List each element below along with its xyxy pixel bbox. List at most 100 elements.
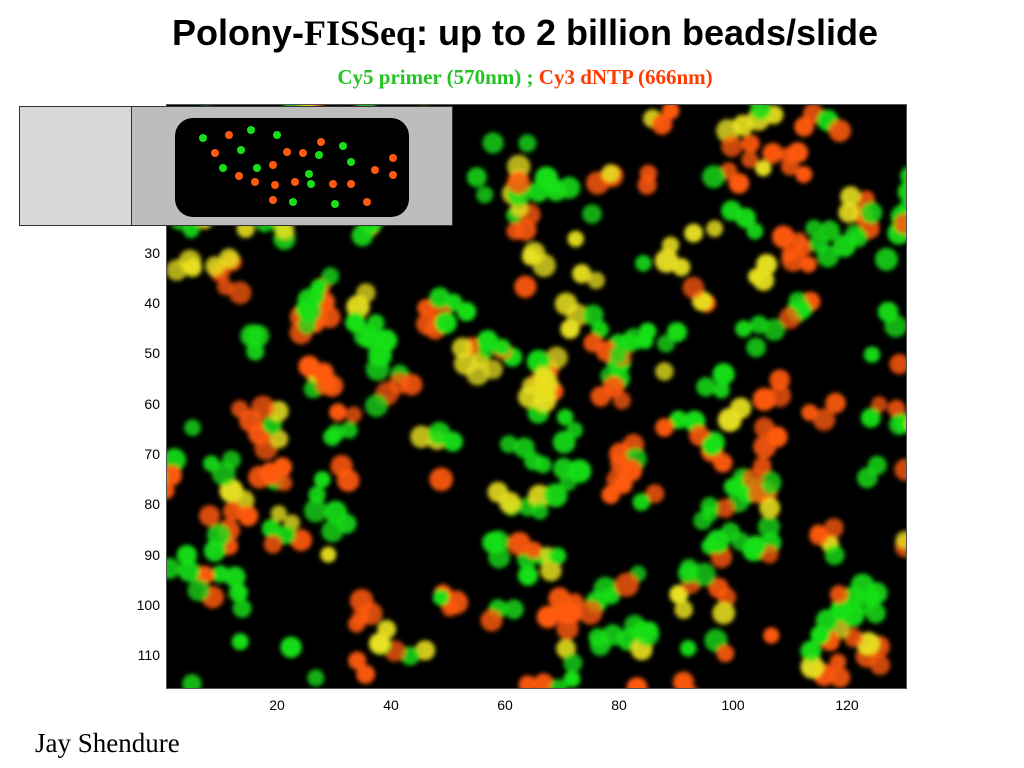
bead (723, 478, 742, 496)
bead (506, 171, 530, 194)
bead (682, 276, 705, 299)
bead (667, 322, 688, 343)
bead (746, 222, 764, 240)
bead (549, 679, 568, 689)
bead (779, 307, 801, 329)
bead (800, 655, 824, 679)
bead (825, 392, 846, 414)
bead (602, 587, 620, 605)
bead (654, 249, 679, 273)
bead (720, 522, 741, 542)
bead (263, 535, 283, 554)
bead (534, 371, 559, 396)
bead (587, 271, 605, 290)
y-tick: 100 (136, 597, 160, 613)
bead (466, 167, 487, 188)
bead (514, 275, 537, 298)
bead (415, 640, 436, 661)
bead (307, 669, 325, 687)
bead (591, 320, 609, 339)
bead (748, 485, 767, 504)
bead (752, 387, 776, 411)
bead (240, 324, 264, 348)
bead (805, 219, 823, 237)
bead (432, 589, 450, 606)
bead (482, 132, 504, 154)
chamber-bead (299, 149, 307, 157)
chamber-bead (389, 171, 397, 179)
bead (823, 518, 844, 538)
bead (308, 486, 326, 504)
bead (513, 437, 535, 459)
bead (769, 369, 790, 391)
bead (721, 135, 743, 157)
bead (614, 572, 639, 597)
bead (613, 391, 631, 410)
bead (840, 186, 861, 207)
bead (556, 638, 576, 659)
bead (848, 228, 868, 248)
bead (517, 565, 539, 586)
bead (228, 583, 248, 603)
subtitle-cy5: Cy5 primer (570nm) ; (337, 65, 534, 89)
bead (716, 644, 735, 663)
bead (187, 579, 210, 602)
bead (507, 531, 531, 556)
bead (645, 484, 665, 504)
bead (224, 566, 246, 588)
bead (356, 664, 376, 684)
chamber-bead (347, 180, 355, 188)
bead (166, 482, 175, 500)
bead (578, 600, 603, 625)
bead (231, 400, 249, 418)
bead (860, 201, 883, 224)
bead (672, 671, 695, 689)
bead (679, 558, 699, 578)
bead (482, 531, 504, 554)
bead (728, 173, 750, 194)
bead (632, 493, 651, 511)
bead (780, 146, 797, 164)
bead (451, 337, 473, 359)
slide-frosted-label-area (19, 106, 132, 226)
title-part-polony: Polony- (171, 12, 304, 53)
bead (206, 523, 231, 547)
bead (359, 327, 381, 349)
bead (276, 474, 293, 492)
bead (367, 314, 385, 332)
chamber-bead (235, 172, 243, 180)
bead (829, 585, 849, 604)
bead (860, 408, 881, 428)
bead (745, 535, 766, 557)
bead (809, 526, 829, 546)
author-credit: Jay Shendure (35, 728, 180, 758)
bead (348, 651, 367, 670)
bead (759, 497, 781, 519)
bead (735, 207, 756, 229)
x-tick: 20 (269, 697, 285, 713)
bead (477, 330, 499, 352)
chamber-bead (389, 154, 397, 162)
bead (869, 655, 891, 676)
chamber-bead (291, 178, 299, 186)
chamber-bead (289, 198, 297, 206)
bead (757, 515, 781, 538)
microscope-slide-illustration (19, 106, 453, 226)
bead (788, 291, 808, 311)
bead (321, 520, 344, 543)
bead (772, 225, 795, 249)
bead (297, 315, 317, 335)
bead (669, 410, 688, 429)
bead (429, 287, 451, 309)
bead (166, 465, 182, 486)
bead (429, 467, 454, 492)
bead (755, 160, 772, 177)
bead (800, 640, 822, 662)
bead (499, 435, 518, 454)
bead (582, 304, 604, 326)
chamber-bead (307, 180, 315, 188)
chamber-bead (253, 164, 261, 172)
subtitle-cy3: Cy3 dNTP (666nm) (533, 65, 713, 89)
bead (712, 363, 735, 386)
bead (619, 333, 639, 353)
